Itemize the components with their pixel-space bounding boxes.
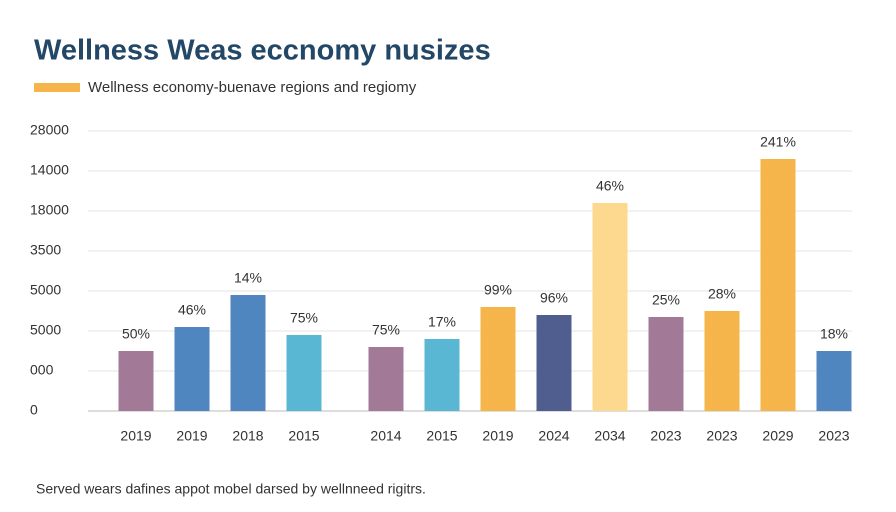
bar-label: 17% bbox=[428, 314, 456, 330]
x-tick-label: 2015 bbox=[426, 428, 457, 444]
legend-swatch bbox=[34, 83, 80, 92]
x-tick-label: 2023 bbox=[650, 428, 681, 444]
y-tick-label: 14000 bbox=[30, 162, 69, 178]
bar bbox=[286, 335, 322, 411]
bar bbox=[118, 351, 154, 411]
bar-label: 46% bbox=[596, 178, 624, 194]
bar-label: 18% bbox=[820, 326, 848, 342]
bar bbox=[174, 327, 210, 411]
y-tick-label: 18000 bbox=[30, 202, 69, 218]
bar-label: 241% bbox=[760, 134, 796, 150]
y-tick-label: 28000 bbox=[30, 122, 69, 138]
y-tick-label: 5000 bbox=[30, 282, 61, 298]
bar-label: 28% bbox=[708, 286, 736, 302]
bar bbox=[368, 347, 404, 411]
x-tick-label: 2019 bbox=[176, 428, 207, 444]
chart-title: Wellness Weas eccnomy nusizes bbox=[34, 35, 491, 67]
bar bbox=[480, 307, 516, 411]
bar bbox=[424, 339, 460, 411]
bar-label: 75% bbox=[372, 322, 400, 338]
y-tick-label: 000 bbox=[30, 362, 54, 378]
y-tick-label: 5000 bbox=[30, 322, 61, 338]
bar bbox=[230, 295, 266, 411]
x-tick-label: 2029 bbox=[762, 428, 793, 444]
y-tick-label: 3500 bbox=[30, 242, 61, 258]
x-tick-label: 2019 bbox=[120, 428, 151, 444]
bar-label: 99% bbox=[484, 282, 512, 298]
bar bbox=[704, 311, 740, 411]
bar bbox=[648, 317, 684, 411]
bar-label: 96% bbox=[540, 290, 568, 306]
x-tick-label: 2019 bbox=[482, 428, 513, 444]
x-tick-label: 2018 bbox=[232, 428, 263, 444]
bar bbox=[536, 315, 572, 411]
bar-label: 46% bbox=[178, 302, 206, 318]
x-tick-label: 2023 bbox=[818, 428, 849, 444]
bar-label: 14% bbox=[234, 270, 262, 286]
x-tick-label: 2015 bbox=[288, 428, 319, 444]
bar-label: 50% bbox=[122, 326, 150, 342]
x-tick-label: 2034 bbox=[594, 428, 625, 444]
bar bbox=[592, 203, 628, 411]
x-tick-label: 2023 bbox=[706, 428, 737, 444]
bar bbox=[816, 351, 852, 411]
footnote: Served wears dafines appot mobel darsed … bbox=[36, 481, 426, 497]
bar-label: 25% bbox=[652, 292, 680, 308]
bar bbox=[760, 159, 796, 411]
x-tick-label: 2014 bbox=[370, 428, 401, 444]
bar-label: 75% bbox=[290, 310, 318, 326]
x-tick-label: 2024 bbox=[538, 428, 569, 444]
legend-label: Wellness economy-buenave regions and reg… bbox=[88, 79, 417, 96]
y-tick-label: 0 bbox=[30, 402, 38, 418]
